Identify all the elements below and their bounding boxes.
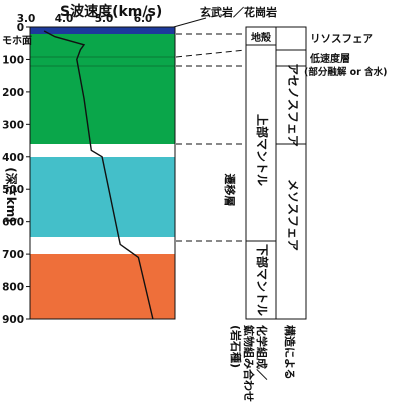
crust-label: 地殻 [251,31,272,44]
upper-mantle-label: 上部マントル [255,114,270,186]
low-velocity-label: 低速度層 [309,52,350,65]
x-tick-4: 4.0 [55,13,74,25]
y-tick-label: 0 [17,22,24,34]
y-tick-label: 300 [2,119,24,131]
depth-layers [30,27,175,319]
y-tick-label: 100 [2,54,24,66]
chart-title: S波速度(km/s) [60,3,162,20]
layer-gap-410 [30,144,175,157]
dash-lvz-top [175,49,247,58]
y-axis-label: (深さkm) [4,167,19,222]
rock-type-annotation: 玄武岩／花崗岩 [200,5,277,19]
lower-mantle-orange [30,254,175,319]
y-tick-label: 700 [2,249,24,261]
y-tick-label: 400 [2,152,24,164]
crust-surface [30,27,175,34]
rock-type-label: (岩石種) [229,325,243,368]
y-tick-labels: 0 100 200 300 400 500 600 700 800 900 [2,22,30,326]
transition-zone-cyan [30,157,175,237]
y-tick-label: 500 [2,184,24,196]
mineral-label: 鉱物組み合わせ [242,325,256,402]
structural-label: 構造による [283,325,297,380]
lower-mantle-label: 下部マントル [255,244,270,316]
x-tick-5: 5.0 [95,13,114,25]
upper-mantle-green [30,34,175,144]
plot-frame [29,26,176,320]
x-tick-6: 6.0 [134,13,153,25]
low-velocity-note: (部分融解 or 含水) [304,66,388,78]
y-tick-label: 200 [2,87,24,99]
layer-gap-660 [30,237,175,254]
s-wave-velocity-line [43,30,154,320]
asthenosphere-label: アセノスフェア [286,63,300,147]
y-tick-label: 600 [2,217,24,229]
y-tick-label: 800 [2,282,24,294]
x-tick-3: 3.0 [17,13,36,25]
y-tick-label: 900 [2,314,24,326]
moho-label: モホ面 [2,35,32,47]
dashed-connectors [175,33,247,242]
mesosphere-label: メソスフェア [286,179,300,251]
chemical-label: 化学組成／ [255,325,269,380]
annotation-leader [169,17,207,29]
lithosphere-label: リソスフェア [310,33,373,45]
transition-zone-label: 遷移層 [223,174,237,207]
structure-column [275,26,307,320]
x-tick-labels: 3.0 4.0 5.0 6.0 [17,13,153,25]
